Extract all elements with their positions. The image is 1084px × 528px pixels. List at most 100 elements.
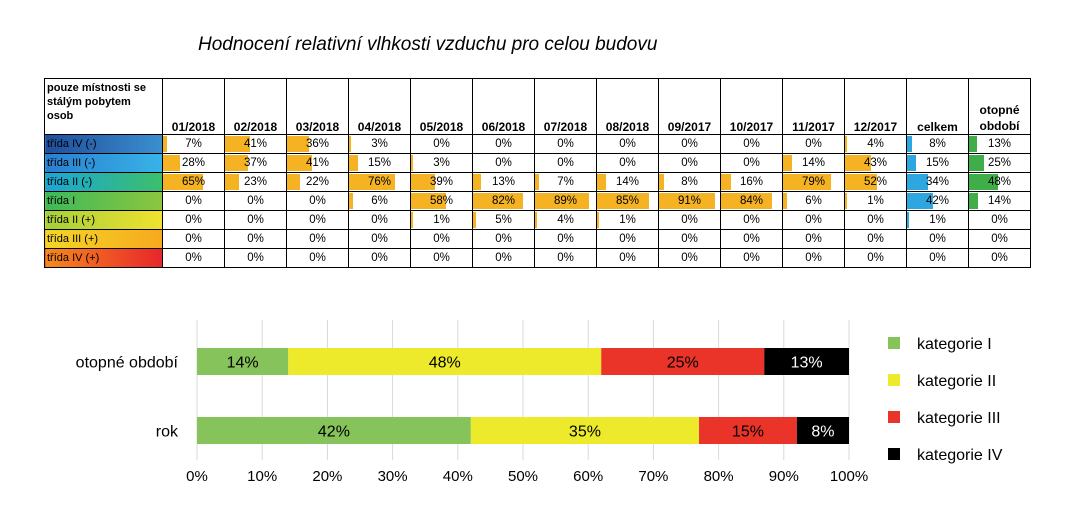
cell-value: 6%: [371, 195, 388, 207]
cell-data-bar: [721, 174, 731, 190]
table-row: třída II (-) 65% 23% 22% 76% 39% 13% 7% 14% 8% 16%…: [44, 172, 1031, 192]
cell-value: 15%: [925, 157, 950, 169]
cell-value: 0%: [309, 233, 326, 245]
cell-value: 82%: [491, 195, 516, 207]
cell-value: 0%: [557, 157, 574, 169]
table-corner-label: pouze místnosti se stálým pobytem osob: [44, 78, 163, 135]
table-cell: 0%: [348, 248, 411, 268]
table-cell: 41%: [224, 134, 287, 154]
cell-value: 14%: [615, 176, 640, 188]
cell-value: 0%: [991, 233, 1008, 245]
table-cell: 0%: [782, 134, 845, 154]
table-cell: 3%: [410, 153, 473, 173]
table-cell: 0%: [658, 229, 721, 249]
cell-value: 0%: [991, 214, 1008, 226]
cell-data-bar: [349, 155, 359, 171]
table-cell: 14%: [596, 172, 659, 192]
table-cell: 0%: [782, 210, 845, 230]
cell-value: 14%: [987, 195, 1012, 207]
table-cell: 0%: [410, 248, 473, 268]
column-header: 11/2017: [782, 78, 845, 135]
x-tick-label: 60%: [573, 468, 603, 485]
data-label: 15%: [732, 424, 764, 441]
cell-value: 22%: [305, 176, 330, 188]
table-cell: 16%: [720, 172, 783, 192]
stacked-bar-chart: 0% 10% 20% 30% 40% 50% 60% 70% 80% 90% 100% otopné …: [76, 320, 1003, 485]
table-cell: 58%: [410, 191, 473, 211]
cell-data-bar: [845, 136, 848, 152]
table-cell: 79%: [782, 172, 845, 192]
cell-data-bar: [411, 174, 435, 190]
cell-data-bar: [473, 193, 524, 209]
cell-value: 0%: [619, 138, 636, 150]
cell-data-bar: [225, 174, 240, 190]
table-row: třída III (-) 28% 37% 41% 15% 3% 0% 0% 0% 0% 0% 14%…: [44, 153, 1031, 173]
bar-segment: [470, 417, 700, 444]
table-cell: 0%: [162, 229, 225, 249]
table-cell: 23%: [224, 172, 287, 192]
table-row: třída II (+) 0% 0% 0% 0% 1% 5% 4% 1% 0% 0% 0% 0% 1% 0%: [44, 210, 1031, 230]
row-label: třída IV (-): [44, 134, 163, 154]
cell-value: 0%: [681, 252, 698, 264]
legend-swatch: [888, 337, 900, 349]
cell-data-bar: [411, 212, 413, 228]
table-cell: 0%: [410, 229, 473, 249]
table-cell: 6%: [782, 191, 845, 211]
bar-segment: [197, 417, 471, 444]
cell-data-bar: [411, 155, 413, 171]
table-cell: 0%: [472, 134, 535, 154]
table-cell: 0%: [534, 248, 597, 268]
cell-value: 5%: [495, 214, 512, 226]
cell-data-bar: [349, 193, 353, 209]
data-label: 25%: [667, 355, 699, 372]
table-cell: 37%: [224, 153, 287, 173]
table-cell: 42%: [906, 191, 969, 211]
cell-value: 76%: [367, 176, 392, 188]
table-cell: 8%: [658, 172, 721, 192]
cell-value: 0%: [681, 233, 698, 245]
data-label: 14%: [227, 355, 259, 372]
cell-value: 8%: [929, 138, 946, 150]
cell-value: 65%: [181, 176, 206, 188]
cell-data-bar: [783, 174, 832, 190]
table-cell: 28%: [162, 153, 225, 173]
cell-data-bar: [969, 136, 977, 152]
cell-value: 0%: [557, 138, 574, 150]
cell-value: 15%: [367, 157, 392, 169]
column-header: 01/2018: [162, 78, 225, 135]
table-cell: 0%: [534, 153, 597, 173]
table-cell: 82%: [472, 191, 535, 211]
row-label: třída II (-): [44, 172, 163, 192]
table-cell: 0%: [534, 134, 597, 154]
table-cell: 15%: [906, 153, 969, 173]
cell-value: 0%: [309, 195, 326, 207]
cell-data-bar: [163, 174, 203, 190]
cell-value: 0%: [247, 214, 264, 226]
table-cell: 0%: [224, 191, 287, 211]
table-cell: 48%: [968, 172, 1031, 192]
table-cell: 0%: [782, 229, 845, 249]
x-tick-label: 0%: [186, 468, 208, 485]
cell-value: 0%: [619, 157, 636, 169]
cell-value: 13%: [491, 176, 516, 188]
bar-segment: [764, 348, 849, 375]
table-cell: 4%: [844, 134, 907, 154]
cell-value: 4%: [557, 214, 574, 226]
x-tick-label: 80%: [704, 468, 734, 485]
legend-label: kategorie IV: [917, 447, 1003, 464]
legend-label: kategorie I: [917, 336, 992, 353]
table-cell: 0%: [472, 229, 535, 249]
legend-swatch: [888, 411, 900, 423]
column-header: celkem: [906, 78, 969, 135]
data-label: 35%: [569, 424, 601, 441]
cell-value: 0%: [867, 233, 884, 245]
cell-data-bar: [845, 193, 847, 209]
table-cell: 7%: [534, 172, 597, 192]
cell-data-bar: [411, 193, 447, 209]
cell-data-bar: [473, 212, 477, 228]
cell-value: 39%: [429, 176, 454, 188]
cell-data-bar: [907, 193, 933, 209]
column-header: 04/2018: [348, 78, 411, 135]
cell-value: 0%: [743, 214, 760, 226]
table-cell: 0%: [286, 191, 349, 211]
